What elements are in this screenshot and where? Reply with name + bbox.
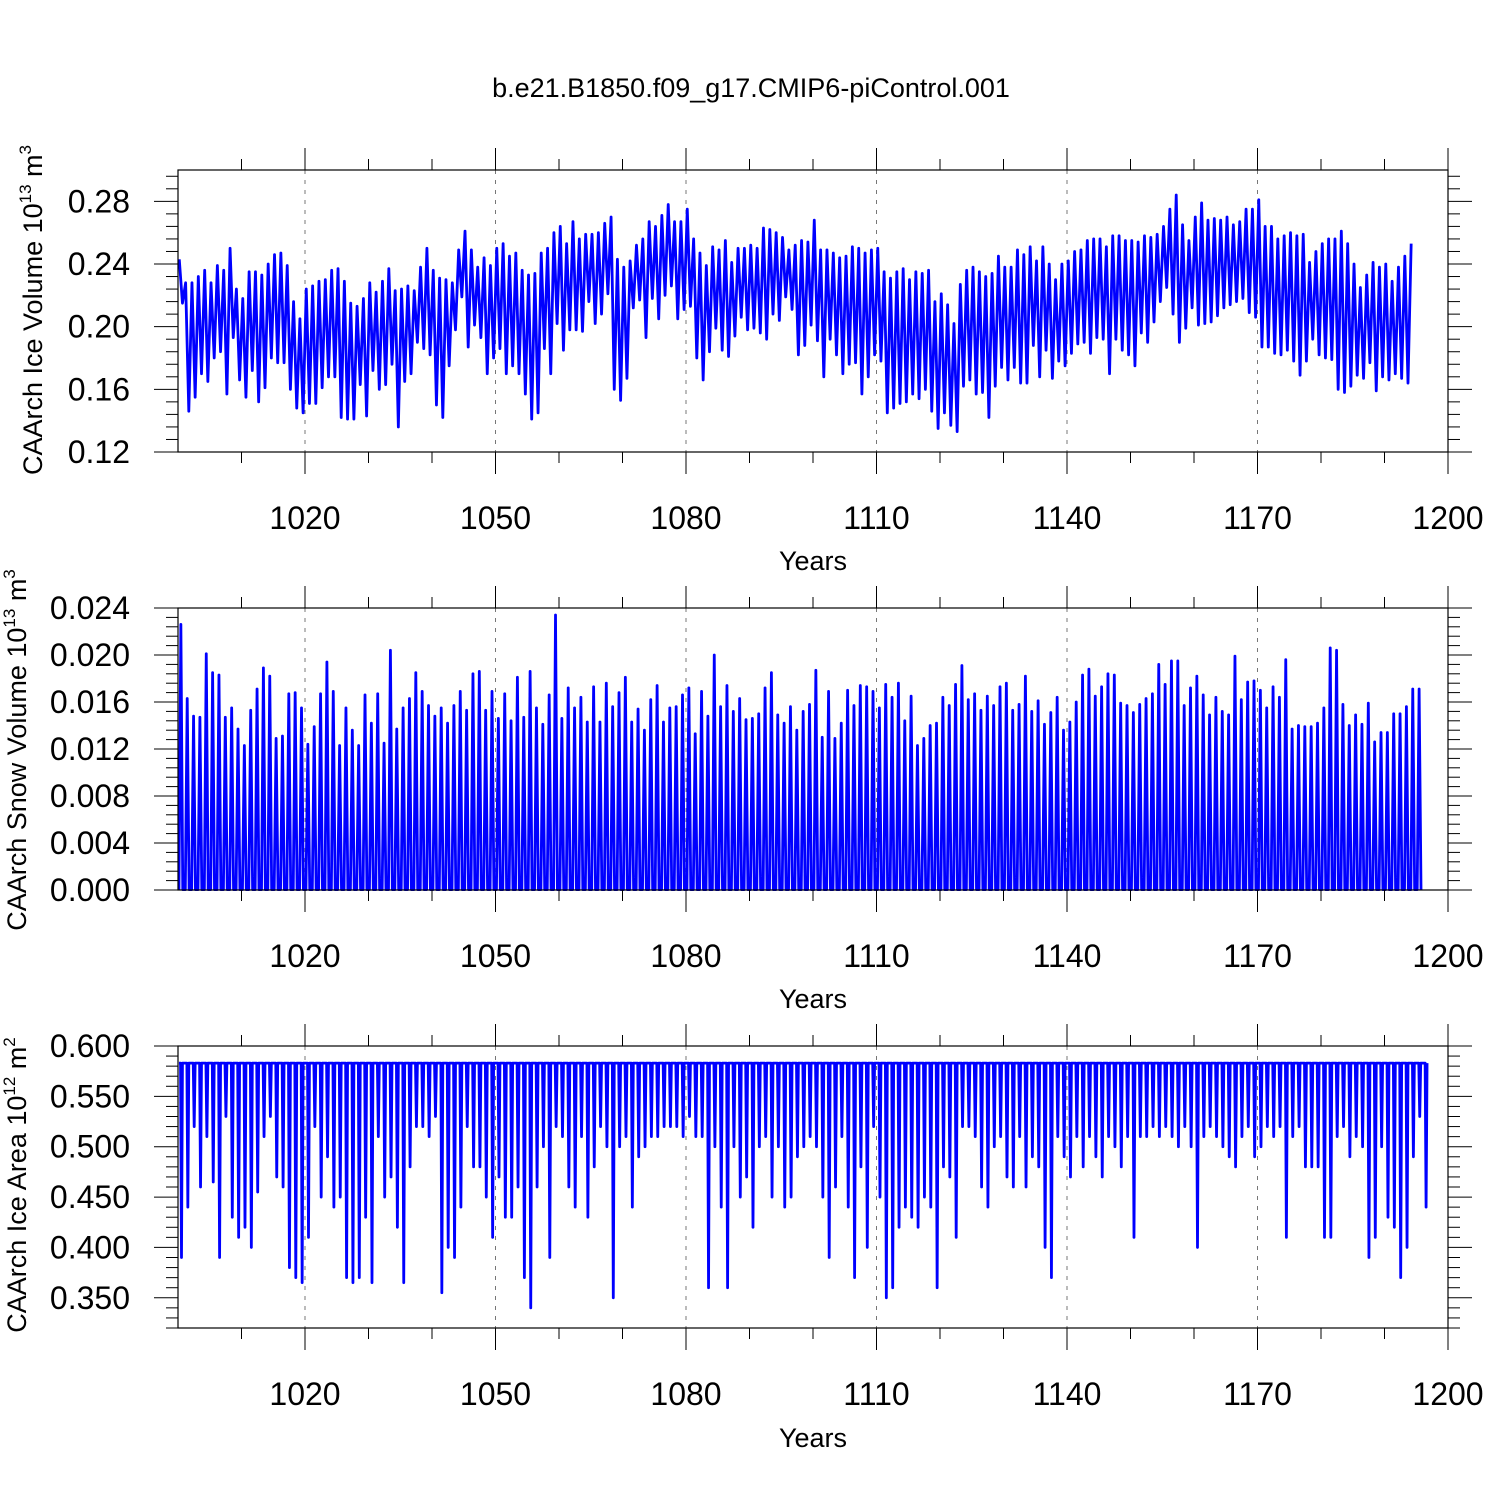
x-tick-label: 1020 (269, 500, 340, 536)
x-axis-label: Years (779, 546, 847, 576)
x-tick-label: 1170 (1223, 500, 1292, 536)
y-tick-label: 0.550 (50, 1078, 130, 1114)
x-tick-label: 1020 (269, 1376, 340, 1412)
y-tick-label: 0.16 (68, 371, 130, 407)
data-series-line (177, 193, 1413, 434)
y-tick-label: 0.400 (50, 1229, 130, 1265)
x-tick-label: 1170 (1223, 1376, 1292, 1412)
y-tick-label: 0.24 (68, 246, 130, 282)
x-tick-label: 1140 (1033, 938, 1102, 974)
x-tick-label: 1050 (460, 500, 531, 536)
y-tick-label: 0.004 (50, 825, 130, 861)
y-tick-label: 0.012 (50, 731, 130, 767)
y-axis-label: CAArch Snow Volume 1013 m3 (0, 569, 32, 931)
y-tick-label: 0.008 (50, 778, 130, 814)
x-tick-label: 1110 (843, 938, 909, 974)
panel-1: 1020 1050 1080 1110 1140 1170 1200 0.12 0.16 0.20… (16, 145, 1484, 576)
y-tick-label: 0.600 (50, 1028, 130, 1064)
x-tick-label: 1020 (269, 938, 340, 974)
x-tick-label: 1200 (1412, 1376, 1483, 1412)
x-axis-label: Years (779, 1423, 847, 1453)
data-series-line (178, 1061, 1429, 1310)
y-tick-label: 0.500 (50, 1129, 130, 1165)
x-tick-label: 1140 (1033, 500, 1102, 536)
x-axis-label: Years (779, 984, 847, 1014)
data-series-line (177, 613, 1423, 891)
x-tick-label: 1200 (1412, 938, 1483, 974)
x-tick-label: 1080 (650, 500, 721, 536)
y-tick-label: 0.350 (50, 1280, 130, 1316)
x-tick-label: 1080 (650, 1376, 721, 1412)
y-tick-label: 0.000 (50, 872, 130, 908)
figure-title: b.e21.B1850.f09_g17.CMIP6-piControl.001 (492, 73, 1010, 103)
panel-2: 1020 1050 1080 1110 1140 1170 1200 0.000 0.004 0.… (0, 569, 1484, 1014)
x-tick-label: 1200 (1412, 500, 1483, 536)
x-tick-label: 1050 (460, 938, 531, 974)
panel-3: 1020 1050 1080 1110 1140 1170 1200 0.350 0.400 0.… (0, 1024, 1484, 1453)
y-tick-label: 0.024 (50, 590, 130, 626)
x-tick-label: 1170 (1223, 938, 1292, 974)
x-tick-label: 1050 (460, 1376, 531, 1412)
x-tick-label: 1110 (843, 500, 909, 536)
y-axis-label: CAArch Ice Volume 1013 m3 (16, 145, 48, 475)
x-tick-label: 1140 (1033, 1376, 1102, 1412)
y-tick-label: 0.016 (50, 684, 130, 720)
x-tick-label: 1110 (843, 1376, 909, 1412)
y-tick-label: 0.450 (50, 1179, 130, 1215)
y-axis-label: CAArch Ice Area 1012 m2 (0, 1037, 32, 1333)
y-tick-label: 0.20 (68, 309, 130, 345)
y-tick-label: 0.28 (68, 183, 130, 219)
x-tick-label: 1080 (650, 938, 721, 974)
y-tick-label: 0.020 (50, 637, 130, 673)
y-tick-label: 0.12 (68, 434, 130, 470)
